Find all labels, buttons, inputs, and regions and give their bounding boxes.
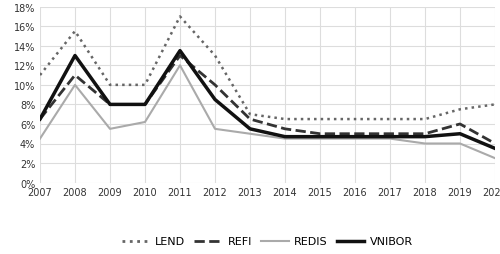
VNIBOR — [142, 103, 148, 106]
REFI — [212, 84, 218, 87]
REDIS — [37, 137, 43, 140]
LEND — [352, 118, 358, 121]
REFI — [317, 133, 323, 136]
Line: VNIBOR: VNIBOR — [40, 51, 495, 149]
REFI — [387, 133, 393, 136]
REDIS — [492, 157, 498, 160]
REDIS — [457, 142, 463, 146]
VNIBOR — [387, 136, 393, 139]
VNIBOR — [177, 50, 183, 53]
LEND — [387, 118, 393, 121]
LEND — [282, 118, 288, 121]
VNIBOR — [282, 136, 288, 139]
REFI — [142, 103, 148, 106]
VNIBOR — [72, 55, 78, 58]
VNIBOR — [37, 118, 43, 121]
LEND — [212, 55, 218, 58]
VNIBOR — [457, 133, 463, 136]
REFI — [177, 55, 183, 58]
LEND — [247, 113, 253, 116]
VNIBOR — [422, 136, 428, 139]
REDIS — [352, 137, 358, 140]
REDIS — [387, 137, 393, 140]
REFI — [72, 74, 78, 77]
REFI — [422, 133, 428, 136]
VNIBOR — [352, 136, 358, 139]
REDIS — [72, 84, 78, 87]
REFI — [282, 128, 288, 131]
REFI — [247, 118, 253, 121]
REFI — [492, 142, 498, 146]
Legend: LEND, REFI, REDIS, VNIBOR: LEND, REFI, REDIS, VNIBOR — [118, 232, 418, 251]
LEND — [317, 118, 323, 121]
REDIS — [177, 65, 183, 68]
VNIBOR — [492, 147, 498, 150]
REDIS — [422, 142, 428, 146]
VNIBOR — [212, 99, 218, 102]
REFI — [352, 133, 358, 136]
VNIBOR — [107, 103, 113, 106]
REDIS — [142, 121, 148, 124]
REDIS — [317, 137, 323, 140]
LEND — [457, 108, 463, 111]
REDIS — [282, 137, 288, 140]
LEND — [107, 84, 113, 87]
Line: REDIS: REDIS — [40, 66, 495, 158]
REFI — [37, 118, 43, 121]
REFI — [457, 123, 463, 126]
REDIS — [107, 128, 113, 131]
REDIS — [247, 133, 253, 136]
LEND — [492, 103, 498, 106]
REDIS — [212, 128, 218, 131]
VNIBOR — [317, 136, 323, 139]
LEND — [37, 74, 43, 77]
Line: LEND: LEND — [40, 17, 495, 120]
LEND — [142, 84, 148, 87]
LEND — [177, 16, 183, 19]
REFI — [107, 103, 113, 106]
LEND — [72, 30, 78, 34]
Line: REFI: REFI — [40, 56, 495, 144]
VNIBOR — [247, 128, 253, 131]
LEND — [422, 118, 428, 121]
